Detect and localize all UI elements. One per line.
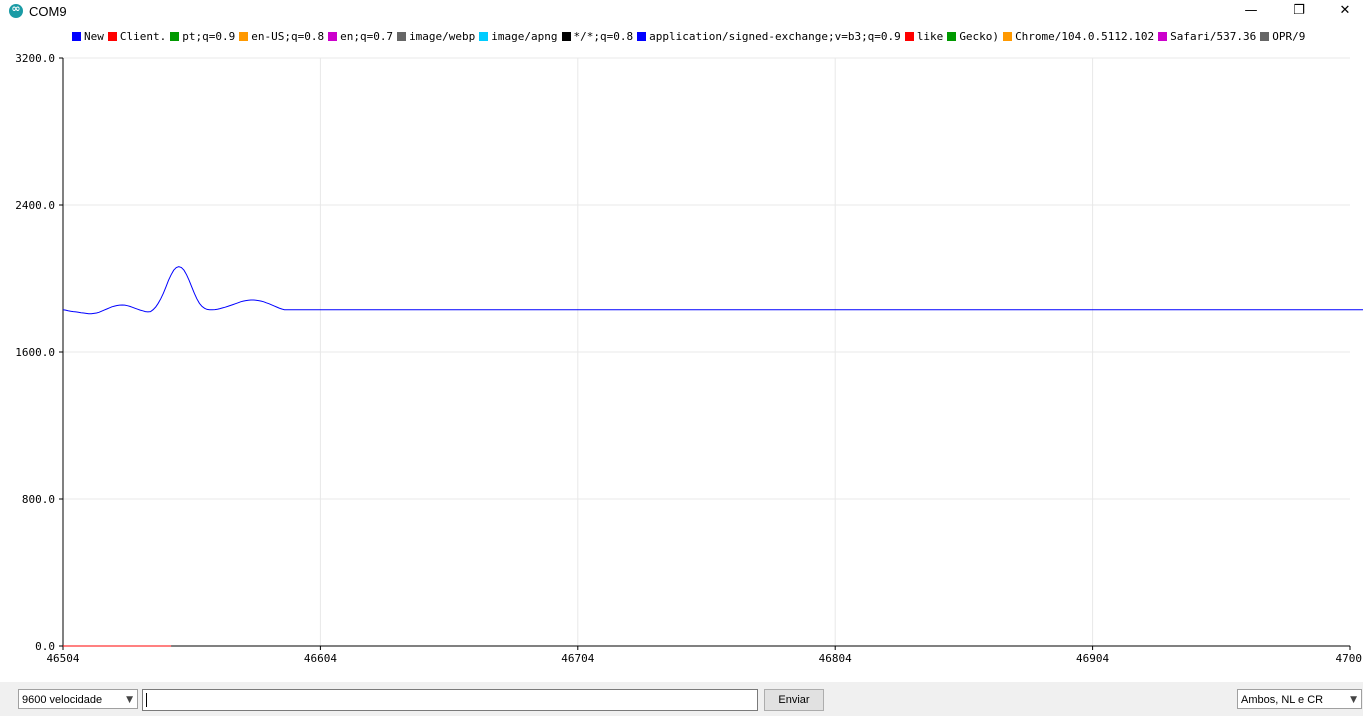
chevron-down-icon: ▼ — [126, 695, 133, 705]
chevron-down-icon: ▼ — [1350, 695, 1357, 705]
close-icon[interactable]: ✕ — [1339, 3, 1351, 18]
legend-swatch — [561, 32, 571, 41]
legend-swatch — [1158, 32, 1168, 41]
legend-item: image/apng — [479, 30, 558, 44]
legend-label: application/signed-exchange;v=b3;q=0.9 — [649, 30, 901, 43]
legend-label: OPR/9 — [1272, 30, 1306, 43]
legend-item: New — [72, 30, 104, 44]
legend-swatch — [1260, 32, 1270, 41]
legend-item: application/signed-exchange;v=b3;q=0.9 — [637, 30, 901, 44]
title-bar: COM9 — ❐ ✕ — [0, 0, 1363, 22]
legend-swatch — [107, 32, 117, 41]
legend-swatch — [170, 32, 180, 41]
legend-item: Chrome/104.0.5112.102 — [1003, 30, 1154, 44]
legend-item: Client. — [107, 30, 167, 44]
legend-label: en;q=0.7 — [340, 30, 394, 43]
send-input[interactable] — [142, 689, 758, 711]
x-tick-label: 46604 — [304, 652, 337, 665]
arduino-icon — [9, 2, 23, 18]
legend-item: like — [904, 30, 944, 44]
legend-item: en-US;q=0.8 — [239, 30, 324, 44]
legend-swatch — [637, 32, 647, 41]
legend-swatch — [479, 32, 489, 41]
x-tick-label: 46904 — [1076, 652, 1109, 665]
legend-label: Safari/537.36 — [1170, 30, 1257, 43]
legend-swatch — [904, 32, 914, 41]
legend-label: pt;q=0.9 — [182, 30, 236, 43]
send-button[interactable]: Enviar — [764, 689, 824, 711]
legend-item: Gecko) — [947, 30, 999, 44]
y-tick-label: 1600.0 — [15, 346, 55, 359]
serial-plot: 0.0 800.0 1600.0 2400.0 3200.0 46504 46604 4670… — [15, 52, 1363, 665]
y-tick-label: 800.0 — [22, 493, 55, 506]
legend-label: Client. — [119, 30, 167, 43]
legend-swatch — [239, 32, 249, 41]
legend-item: */*;q=0.8 — [561, 30, 634, 44]
legend-swatch — [397, 32, 407, 41]
legend-label: en-US;q=0.8 — [251, 30, 325, 43]
baud-rate-select[interactable]: 9600 velocidade ▼ — [18, 689, 138, 709]
y-tick-label: 0.0 — [35, 640, 55, 653]
x-tick-label: 46804 — [819, 652, 852, 665]
legend-label: image/webp — [409, 30, 476, 43]
y-tick-label: 3200.0 — [15, 52, 55, 65]
restore-icon[interactable]: ❐ — [1293, 3, 1305, 18]
x-tick-label: 46504 — [46, 652, 79, 665]
legend-label: New — [84, 30, 104, 43]
legend-label: Gecko) — [959, 30, 1000, 43]
text-caret — [146, 693, 147, 707]
legend-swatch — [1003, 32, 1013, 41]
legend-swatch — [72, 32, 81, 41]
window-title: COM9 — [29, 4, 67, 19]
y-tick-label: 2400.0 — [15, 199, 55, 212]
legend-label: image/apng — [491, 30, 558, 43]
legend-label: Chrome/104.0.5112.102 — [1015, 30, 1155, 43]
baud-rate-label: 9600 velocidade — [22, 694, 103, 706]
legend-item: pt;q=0.9 — [170, 30, 235, 44]
legend-item: image/webp — [397, 30, 475, 44]
line-ending-label: Ambos, NL e CR — [1241, 694, 1324, 706]
legend-label: like — [916, 30, 944, 43]
legend-item: en;q=0.7 — [328, 30, 393, 44]
legend-swatch — [328, 32, 338, 41]
legend-swatch — [947, 32, 957, 41]
minimize-icon[interactable]: — — [1244, 3, 1258, 18]
x-tick-label: 4700 — [1336, 652, 1363, 665]
x-tick-label: 46704 — [561, 652, 594, 665]
series-line-new — [62, 266, 1363, 315]
legend-label: */*;q=0.8 — [573, 30, 634, 43]
line-ending-select[interactable]: Ambos, NL e CR ▼ — [1237, 689, 1362, 709]
chart-legend: New Client. pt;q=0.9 en-US;q=0.8 en;q=0.7 ima… — [72, 30, 1363, 44]
legend-item: OPR/9 — [1260, 30, 1305, 44]
legend-item: Safari/537.36 — [1158, 30, 1256, 44]
